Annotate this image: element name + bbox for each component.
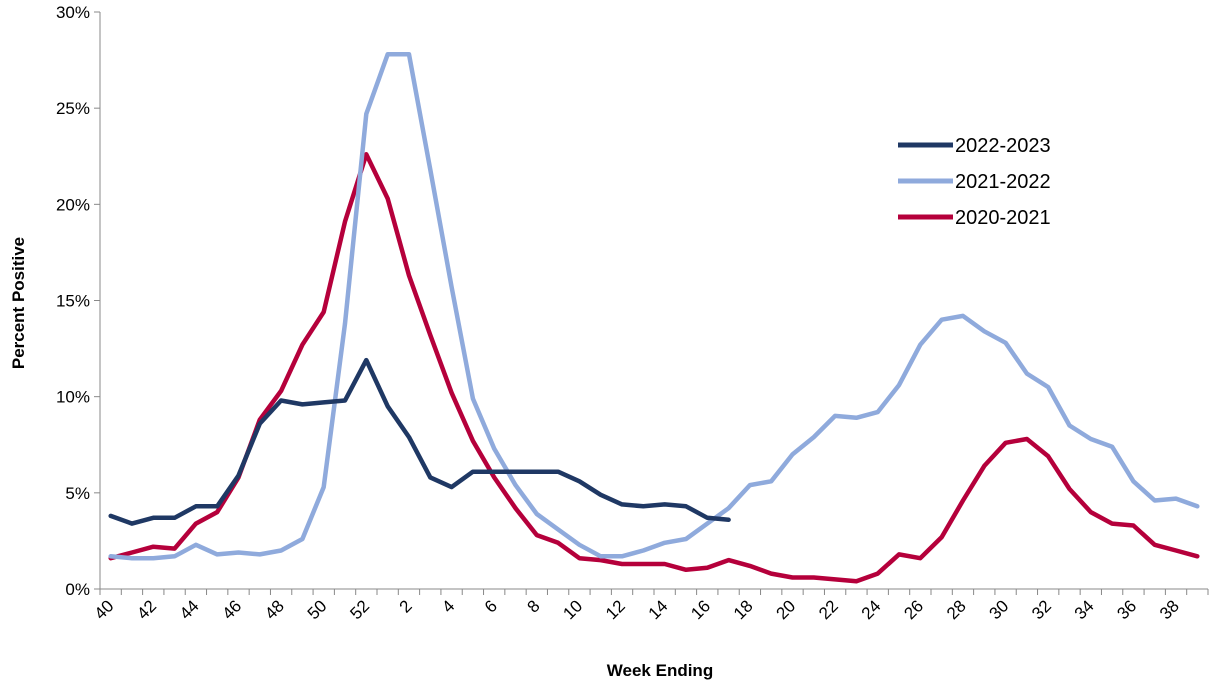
y-tick-label: 15% bbox=[56, 292, 90, 311]
y-tick-label: 10% bbox=[56, 388, 90, 407]
legend-label: 2021-2022 bbox=[955, 171, 1051, 193]
series-line-2022-2023 bbox=[108, 357, 731, 526]
x-tick-label: 46 bbox=[219, 596, 246, 623]
x-tick-label: 4 bbox=[438, 596, 458, 616]
x-tick-label: 36 bbox=[1113, 596, 1140, 623]
x-tick-label: 8 bbox=[524, 596, 544, 616]
y-tick-label: 0% bbox=[65, 580, 90, 599]
x-tick-label: 6 bbox=[481, 596, 501, 616]
y-tick-label: 5% bbox=[65, 484, 90, 503]
x-tick-label: 10 bbox=[559, 596, 586, 623]
x-tick-label: 50 bbox=[304, 596, 331, 623]
y-axis-title: Percent Positive bbox=[9, 237, 28, 369]
series-line-2021-2022 bbox=[108, 52, 1200, 561]
y-axis: 0% 5% 10% 15% 20% 25% 30% bbox=[56, 3, 101, 599]
x-tick-label: 14 bbox=[645, 596, 672, 623]
x-axis-title: Week Ending bbox=[607, 661, 713, 680]
x-tick-label: 18 bbox=[730, 596, 757, 623]
legend-label: 2020-2021 bbox=[955, 207, 1051, 229]
x-tick-label: 24 bbox=[858, 596, 885, 623]
x-tick-label: 28 bbox=[943, 596, 970, 623]
series-layer bbox=[108, 52, 1200, 584]
x-tick-label: 44 bbox=[176, 596, 203, 623]
y-tick-label: 20% bbox=[56, 195, 90, 214]
x-tick-label: 12 bbox=[602, 596, 629, 623]
x-tick-label: 30 bbox=[986, 596, 1013, 623]
x-tick-label: 52 bbox=[346, 596, 373, 623]
x-tick-label: 48 bbox=[261, 596, 288, 623]
x-tick-label: 38 bbox=[1156, 596, 1183, 623]
x-tick-label: 40 bbox=[91, 596, 118, 623]
legend: 2022-2023 2021-2022 2020-2021 bbox=[898, 135, 1051, 229]
x-tick-label: 20 bbox=[773, 596, 800, 623]
x-tick-label: 16 bbox=[687, 596, 714, 623]
x-axis: 40 42 44 46 48 50 52 2 4 6 8 10 12 14 16 18 20 22 24 26 28 30… bbox=[91, 588, 1209, 623]
x-tick-label: 22 bbox=[815, 596, 842, 623]
x-tick-label: 34 bbox=[1071, 596, 1098, 623]
x-tick-label: 32 bbox=[1028, 596, 1055, 623]
x-tick-label: 2 bbox=[396, 596, 416, 616]
series-line-2020-2021 bbox=[108, 152, 1200, 584]
x-tick-label: 26 bbox=[900, 596, 927, 623]
x-tick-label: 42 bbox=[133, 596, 160, 623]
y-tick-label: 25% bbox=[56, 99, 90, 118]
legend-label: 2022-2023 bbox=[955, 135, 1051, 157]
y-tick-label: 30% bbox=[56, 3, 90, 22]
